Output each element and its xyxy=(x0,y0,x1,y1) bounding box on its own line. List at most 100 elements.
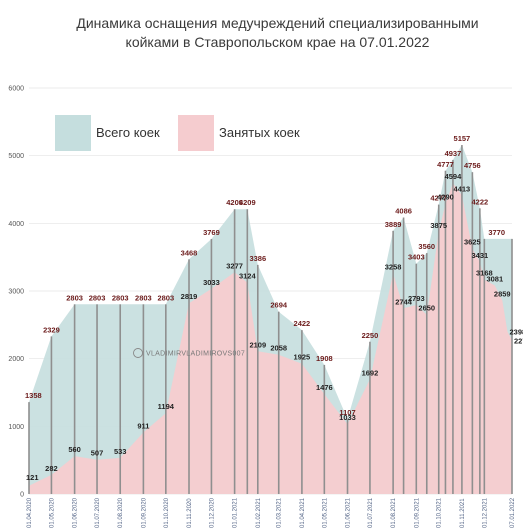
chart-title-line-2: койками в Ставропольском крае на 07.01.2… xyxy=(125,34,430,50)
total-bar xyxy=(165,304,167,494)
total-bar xyxy=(50,336,53,494)
total-data-label: 2694 xyxy=(270,301,288,310)
total-data-label: 2803 xyxy=(66,293,83,302)
x-tick-label: 01.04.2020 xyxy=(27,497,33,528)
x-tick-label: 01.02.2021 xyxy=(256,497,262,528)
occupied-data-label: 2744 xyxy=(395,297,413,306)
x-tick-label: 01.11.2020 xyxy=(187,498,193,528)
total-bar xyxy=(96,304,98,494)
x-tick-label: 01.06.2021 xyxy=(346,497,352,528)
legend-label-occupied: Занятых коек xyxy=(219,125,300,140)
total-data-label: 2803 xyxy=(135,293,152,302)
total-data-label: 3889 xyxy=(385,220,402,229)
occupied-data-label: 1692 xyxy=(362,369,379,378)
x-tick-label: 01.09.2021 xyxy=(414,497,420,528)
y-tick-label: 4000 xyxy=(8,221,24,228)
x-tick-label: 01.11.2021 xyxy=(460,498,466,528)
total-bar xyxy=(437,204,440,494)
total-bar xyxy=(511,238,513,494)
occupied-data-label: 2398 xyxy=(510,328,523,337)
total-data-label: 4209 xyxy=(239,198,256,207)
occupied-data-label: 3168 xyxy=(476,269,493,278)
chart-title-line-1: Динамика оснащения медучреждений специал… xyxy=(76,15,479,31)
total-data-label: 3386 xyxy=(249,254,266,263)
x-tick-label: 01.12.2020 xyxy=(209,497,215,528)
occupied-data-label: 4413 xyxy=(454,184,471,193)
total-data-label: 2803 xyxy=(112,293,129,302)
total-data-label: 1908 xyxy=(316,354,333,363)
total-data-label: 4086 xyxy=(395,207,412,216)
x-tick-label: 01.04.2021 xyxy=(300,497,306,528)
total-data-label: 4222 xyxy=(472,197,489,206)
total-bar xyxy=(392,230,394,494)
chart-title: Динамика оснащения медучреждений специал… xyxy=(40,14,515,52)
total-data-label: 1107 xyxy=(339,408,355,417)
x-tick-label: 01.09.2020 xyxy=(141,497,147,528)
x-tick-label: 01.07.2021 xyxy=(368,497,374,528)
x-tick-label: 01.03.2021 xyxy=(277,497,283,528)
legend-swatch-occupied xyxy=(178,115,214,151)
total-data-label: 2250 xyxy=(362,331,379,340)
total-data-label: 3769 xyxy=(203,228,220,237)
occupied-data-label: 2058 xyxy=(270,344,287,353)
total-data-label: 2422 xyxy=(294,319,311,328)
y-tick-label: 0 xyxy=(20,492,24,499)
occupied-data-label: 4290 xyxy=(437,193,454,202)
legend-swatch-total xyxy=(55,115,91,151)
occupied-data-label: 282 xyxy=(45,464,58,473)
legend: Всего коек Занятых коек xyxy=(55,115,300,151)
y-tick-label: 2000 xyxy=(8,356,24,363)
occupied-data-label: 1476 xyxy=(316,383,333,392)
occupied-beds-area xyxy=(29,183,512,494)
total-data-label: 3468 xyxy=(181,248,198,257)
total-data-label: 1358 xyxy=(25,391,42,400)
occupied-data-label: 911 xyxy=(137,421,149,430)
occupied-data-label: 3258 xyxy=(385,263,402,272)
x-tick-label: 01.05.2021 xyxy=(322,497,328,528)
total-data-label: 2329 xyxy=(43,325,60,334)
occupied-data-label: 4594 xyxy=(445,172,463,181)
total-data-label: 4756 xyxy=(464,161,481,170)
occupied-data-label: 3875 xyxy=(430,221,447,230)
total-bar xyxy=(188,259,190,494)
total-bar xyxy=(73,304,76,494)
x-tick-label: 01.07.2020 xyxy=(95,497,101,528)
x-tick-label: 01.01.2021 xyxy=(233,497,239,528)
total-bar xyxy=(301,330,303,494)
total-bar xyxy=(461,145,463,494)
total-data-label: 3560 xyxy=(418,242,435,251)
total-bar xyxy=(323,364,326,494)
occupied-data-label: 121 xyxy=(26,473,39,482)
occupied-data-label: 3033 xyxy=(203,278,220,287)
total-data-label: 4777 xyxy=(437,160,454,169)
instagram-icon xyxy=(133,348,143,358)
total-bar xyxy=(119,304,122,494)
total-data-label: 2803 xyxy=(157,293,174,302)
occupied-data-label: 2650 xyxy=(418,304,435,313)
total-bar xyxy=(210,238,213,494)
legend-label-total: Всего коек xyxy=(96,125,160,140)
watermark: VLADIMIRVLADIMIROVS007 xyxy=(133,348,245,358)
occupied-data-label: 3124 xyxy=(239,272,257,281)
total-data-label: 4209 xyxy=(226,198,243,207)
x-tick-label: 01.08.2021 xyxy=(391,497,397,528)
total-data-label: 5157 xyxy=(454,134,471,143)
total-bar xyxy=(369,341,371,494)
occupied-data-label: 507 xyxy=(91,449,104,458)
total-bar xyxy=(483,238,486,494)
x-tick-label: 07.01.2022 xyxy=(510,497,516,528)
occupied-data-label: 3431 xyxy=(472,251,489,260)
y-tick-label: 3000 xyxy=(8,289,24,296)
total-bars xyxy=(28,145,513,495)
total-data-labels: 1358 2329 2803 2803 2803 2803 2803 3468 3769 4209… xyxy=(25,134,505,417)
total-bar xyxy=(415,263,418,494)
occupied-data-label: 560 xyxy=(68,445,81,454)
occupied-data-label: 2270 xyxy=(514,336,523,345)
total-bar xyxy=(444,170,447,494)
total-data-label: 4937 xyxy=(445,149,462,158)
y-tick-label: 1000 xyxy=(8,424,24,431)
total-bar xyxy=(28,402,30,494)
y-tick-label: 5000 xyxy=(8,153,24,160)
occupied-data-label: 2109 xyxy=(249,340,266,349)
